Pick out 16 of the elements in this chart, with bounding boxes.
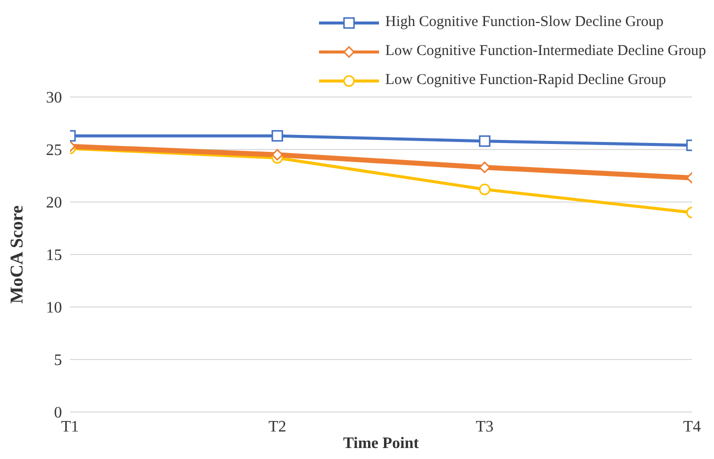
y-tick-label: 30 (46, 90, 62, 107)
legend-label: Low Cognitive Function-Intermediate Decline Group (385, 43, 706, 60)
y-tick-label: 5 (54, 352, 62, 370)
legend-label: Low Cognitive Function-Rapid Decline Group (385, 72, 666, 89)
x-tick-label: T4 (683, 418, 701, 436)
y-tick-label: 25 (46, 142, 62, 160)
y-tick-label: 20 (46, 194, 62, 212)
x-tick-label: T3 (476, 418, 494, 436)
legend-label: High Cognitive Function-Slow Decline Group (385, 14, 664, 31)
y-tick-label: 0 (54, 404, 62, 422)
y-tick-label: 15 (46, 247, 62, 264)
x-tick-label: T2 (268, 418, 286, 436)
x-axis-title: Time Point (343, 435, 420, 452)
x-tick-label: T1 (61, 418, 79, 436)
y-axis-title: MoCA Score (6, 205, 26, 304)
y-tick-label: 10 (46, 300, 62, 317)
